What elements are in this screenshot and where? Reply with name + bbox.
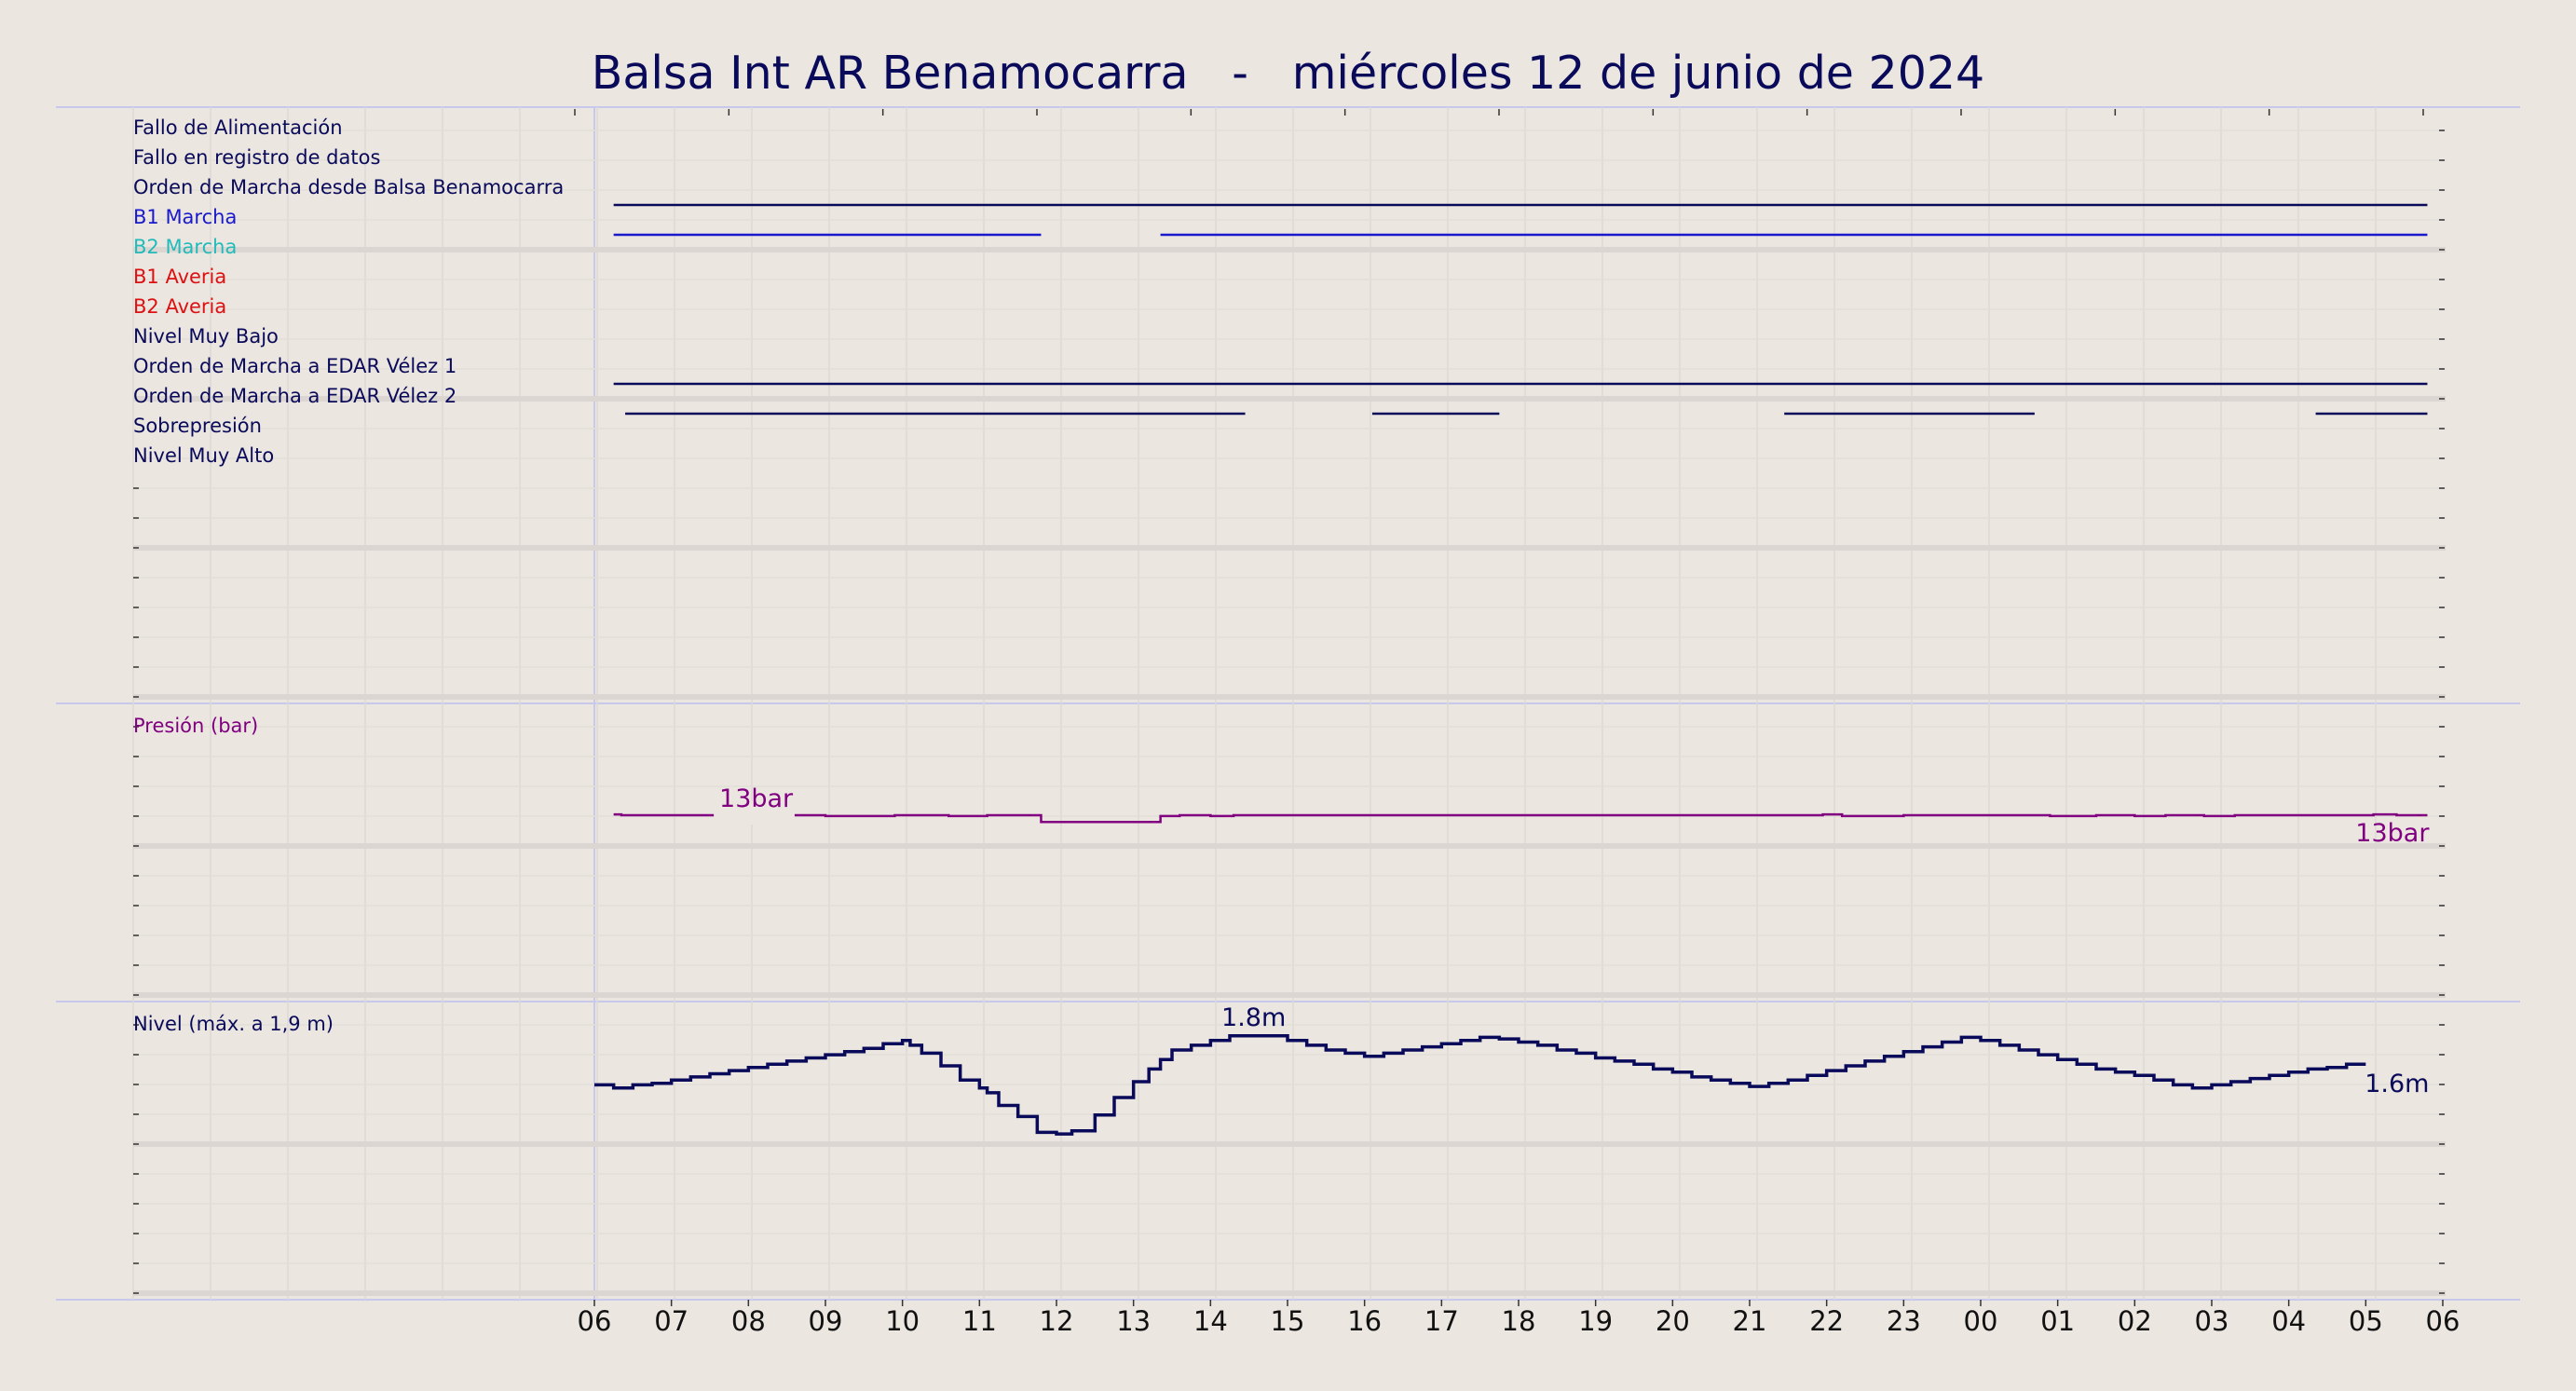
level-panel-label: Nivel (máx. a 1,9 m) (133, 1013, 334, 1035)
signal-label: B1 Averia (133, 266, 226, 288)
pressure-annotation: 13bar (2355, 819, 2430, 848)
x-tick-label: 12 (1040, 1305, 1074, 1337)
x-tick-label: 18 (1502, 1305, 1536, 1337)
x-tick-label: 19 (1578, 1305, 1613, 1337)
x-tick-label: 00 (1964, 1305, 1998, 1337)
signal-label: Orden de Marcha a EDAR Vélez 2 (133, 385, 457, 407)
signal-label: Fallo de Alimentación (133, 116, 343, 139)
x-tick-label: 06 (578, 1305, 612, 1337)
signal-label: B1 Marcha (133, 206, 237, 228)
level-annotation: 1.6m (2365, 1070, 2429, 1098)
signal-label: Orden de Marcha a EDAR Vélez 1 (133, 355, 457, 377)
x-tick-label: 09 (809, 1305, 843, 1337)
x-tick-label: 17 (1424, 1305, 1459, 1337)
level-annotation: 1.8m (1221, 1003, 1286, 1032)
pressure-panel-label: Presión (bar) (133, 715, 258, 737)
x-tick-label: 03 (2195, 1305, 2229, 1337)
x-tick-label: 04 (2271, 1305, 2306, 1337)
signal-label: Sobrepresión (133, 415, 262, 437)
x-tick-label: 07 (654, 1305, 688, 1337)
signal-label: B2 Marcha (133, 236, 237, 258)
signal-label: Nivel Muy Alto (133, 444, 274, 467)
x-tick-label: 15 (1271, 1305, 1305, 1337)
x-tick-label: 21 (1733, 1305, 1767, 1337)
x-tick-label: 23 (1887, 1305, 1921, 1337)
signal-label: B2 Averia (133, 295, 226, 318)
signal-label: Orden de Marcha desde Balsa Benamocarra (133, 176, 564, 198)
x-tick-label: 05 (2349, 1305, 2383, 1337)
x-tick-label: 14 (1193, 1305, 1228, 1337)
x-tick-label: 20 (1656, 1305, 1690, 1337)
x-tick-label: 13 (1116, 1305, 1151, 1337)
x-tick-label: 02 (2118, 1305, 2152, 1337)
x-tick-label: 01 (2040, 1305, 2075, 1337)
x-tick-label: 22 (1809, 1305, 1844, 1337)
pressure-annotation: 13bar (719, 784, 794, 813)
x-tick-label: 10 (885, 1305, 920, 1337)
signal-label: Nivel Muy Bajo (133, 325, 279, 348)
pressure-line (613, 812, 2428, 824)
chart-title: Balsa Int AR Benamocarra - miércoles 12 … (591, 47, 1985, 100)
x-tick-label: 08 (731, 1305, 766, 1337)
x-tick-label: 16 (1347, 1305, 1382, 1337)
signal-label: Fallo en registro de datos (133, 146, 380, 169)
x-tick-label: 06 (2426, 1305, 2460, 1337)
x-tick-label: 11 (962, 1305, 997, 1337)
pressure-label-gap (714, 801, 795, 825)
level-line (594, 1033, 2366, 1136)
